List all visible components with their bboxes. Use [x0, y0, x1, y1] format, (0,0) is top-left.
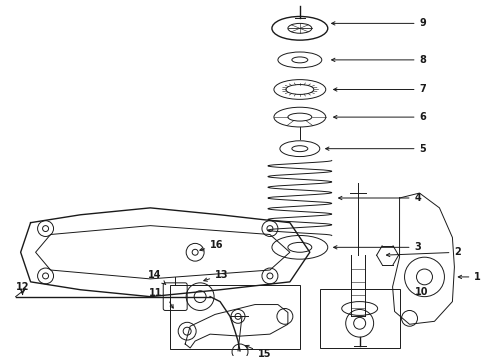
Text: 7: 7 — [334, 85, 426, 94]
Text: 2: 2 — [387, 247, 461, 257]
Text: 8: 8 — [332, 55, 426, 65]
Text: 15: 15 — [245, 345, 271, 359]
Text: 14: 14 — [148, 270, 166, 285]
Text: 10: 10 — [415, 287, 428, 297]
Bar — [320, 289, 399, 348]
Text: 6: 6 — [334, 112, 426, 122]
Text: 12: 12 — [16, 282, 29, 294]
Text: 9: 9 — [332, 18, 426, 28]
Text: 13: 13 — [204, 270, 229, 281]
Text: 11: 11 — [149, 288, 162, 298]
Text: 1: 1 — [458, 272, 481, 282]
Text: 3: 3 — [334, 242, 421, 252]
Text: 5: 5 — [326, 144, 426, 154]
Text: 16: 16 — [200, 240, 223, 251]
Bar — [170, 285, 300, 349]
Text: 4: 4 — [339, 193, 421, 203]
